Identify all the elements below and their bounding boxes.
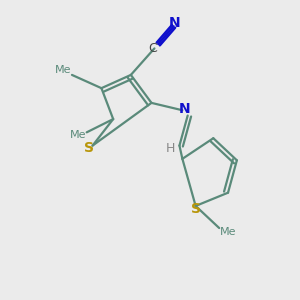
Text: H: H — [165, 142, 175, 155]
Text: N: N — [179, 102, 190, 116]
Text: S: S — [84, 141, 94, 154]
Text: N: N — [169, 16, 181, 30]
Text: S: S — [190, 202, 201, 216]
Text: C: C — [148, 42, 157, 55]
Text: Me: Me — [70, 130, 86, 140]
Text: Me: Me — [55, 65, 71, 76]
Text: Me: Me — [220, 227, 236, 237]
